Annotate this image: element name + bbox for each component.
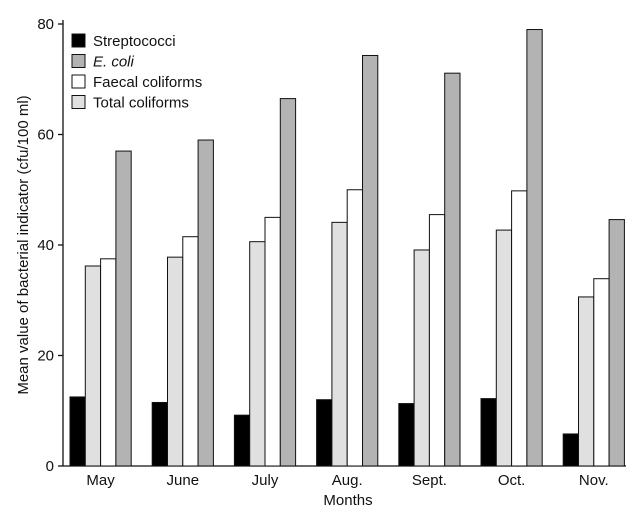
bar-oct-streptococci — [480, 398, 497, 467]
bar-sept-streptococci — [398, 403, 415, 467]
bar-july-ecoli — [279, 98, 297, 467]
legend-swatch — [71, 54, 86, 68]
legend: Streptococci E. coli Faecal coliforms Total… — [71, 33, 202, 112]
x-tick-label: June — [167, 472, 200, 489]
y-tick-label: 40 — [37, 237, 54, 254]
bar-may-totalcoliforms — [84, 265, 102, 467]
bar-aug-faecalcoliforms — [346, 189, 364, 467]
bar-june-streptococci — [151, 401, 168, 467]
x-tick-label: Aug. — [332, 472, 363, 489]
y-tick-label: 80 — [37, 16, 54, 33]
bar-june-faecalcoliforms — [182, 236, 199, 467]
legend-swatch — [71, 33, 86, 48]
bar-july-totalcoliforms — [249, 241, 266, 467]
bar-may-ecoli — [115, 150, 132, 467]
bar-may-streptococci — [69, 396, 86, 467]
bar-sept-totalcoliforms — [413, 249, 430, 467]
x-tick-label: May — [86, 472, 115, 489]
y-tick-label: 20 — [37, 348, 54, 365]
x-tick-label: Nov. — [579, 472, 609, 489]
legend-label: Total coliforms — [93, 95, 189, 112]
y-tick-label: 60 — [37, 127, 54, 144]
bar-oct-faecalcoliforms — [511, 190, 528, 467]
bar-oct-totalcoliforms — [495, 229, 513, 467]
bar-nov-faecalcoliforms — [593, 278, 610, 467]
y-axis-label: Mean value of bacterial indicator (cfu/1… — [15, 95, 32, 394]
bar-oct-ecoli — [526, 29, 543, 467]
x-tick-label: Oct. — [498, 472, 526, 489]
bar-june-totalcoliforms — [167, 256, 184, 467]
legend-label: Streptococci — [93, 33, 176, 50]
legend-swatch — [71, 74, 86, 89]
x-axis: May June July Aug. Sept. Oct. Nov. — [63, 465, 626, 489]
y-axis: 0 20 40 60 80 — [37, 16, 64, 475]
legend-swatch — [71, 95, 86, 109]
bar-nov-ecoli — [608, 219, 625, 467]
bar-aug-totalcoliforms — [331, 221, 348, 467]
bar-july-faecalcoliforms — [264, 216, 281, 467]
legend-label: Faecal coliforms — [93, 74, 202, 91]
bar-nov-streptococci — [562, 433, 580, 467]
bar-sept-ecoli — [444, 72, 461, 467]
x-tick-label: July — [252, 472, 279, 489]
bar-june-ecoli — [197, 139, 214, 467]
bar-sept-faecalcoliforms — [428, 214, 446, 467]
bars — [69, 29, 625, 467]
x-tick-label: Sept. — [412, 472, 447, 489]
bar-may-faecalcoliforms — [100, 258, 117, 467]
bar-july-streptococci — [233, 414, 251, 467]
x-axis-label: Months — [323, 492, 372, 509]
bar-nov-totalcoliforms — [578, 296, 595, 467]
y-tick-label: 0 — [46, 458, 54, 475]
legend-label: E. coli — [93, 54, 135, 71]
bar-aug-streptococci — [316, 399, 333, 467]
bar-aug-ecoli — [362, 54, 379, 467]
